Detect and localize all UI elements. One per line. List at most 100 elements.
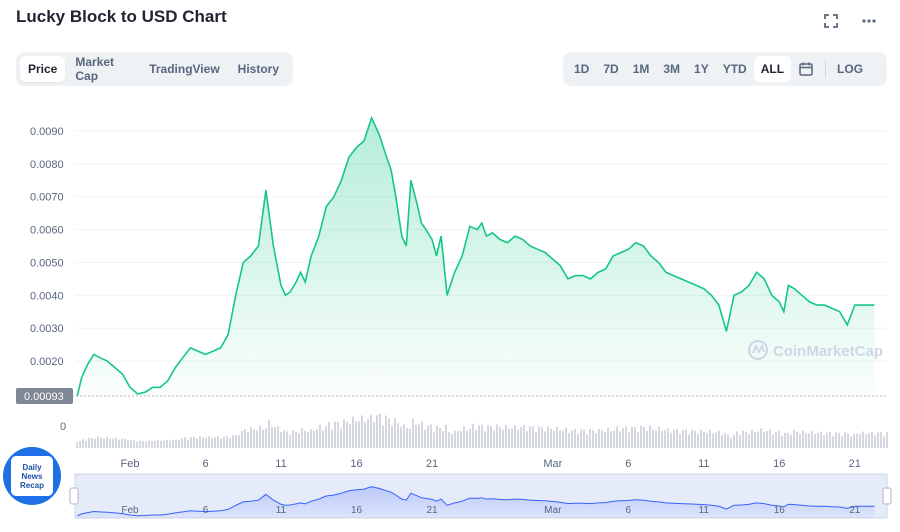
volume-bar — [865, 434, 867, 448]
y-tick-label: 0.0030 — [30, 323, 64, 335]
volume-bar — [853, 433, 855, 448]
volume-bar — [397, 423, 399, 448]
tab-history[interactable]: History — [237, 62, 279, 76]
volume-bar — [619, 431, 621, 448]
volume-bar — [172, 439, 174, 448]
range-1d[interactable]: 1D — [574, 62, 590, 76]
volume-bar — [124, 438, 126, 448]
volume-bar — [595, 433, 597, 448]
volume-bar — [868, 433, 870, 448]
volume-bar — [682, 429, 684, 448]
volume-bar — [790, 434, 792, 448]
log-scale-toggle[interactable]: LOG — [837, 62, 864, 76]
volume-bar — [451, 433, 453, 448]
volume-bar — [883, 436, 885, 448]
range-7d[interactable]: 7D — [603, 62, 619, 76]
volume-bar — [766, 431, 768, 448]
navigator[interactable]: Feb 6 11 16 21 Mar 6 11 16 21 — [69, 473, 892, 519]
more-horizontal-icon[interactable] — [860, 12, 878, 30]
volume-bar — [208, 436, 210, 448]
volume-bar — [616, 426, 618, 448]
fullscreen-icon[interactable] — [822, 12, 840, 30]
navigator-right-handle[interactable] — [882, 487, 892, 505]
volume-bar — [538, 426, 540, 448]
tab-market-cap[interactable]: Market Cap — [75, 55, 115, 83]
volume-bar — [556, 426, 558, 448]
volume-bar — [571, 430, 573, 448]
volume-bar — [511, 428, 513, 448]
volume-bar — [730, 437, 732, 448]
volume-bar — [817, 433, 819, 448]
volume-bar — [190, 437, 192, 448]
volume-bar — [886, 432, 888, 448]
volume-bar — [526, 431, 528, 448]
volume-bar — [169, 440, 171, 448]
daily-news-recap-badge[interactable]: Daily News Recap — [3, 447, 61, 505]
x-tick-label: 16 — [350, 458, 362, 470]
volume-bar — [289, 435, 291, 448]
volume-bar — [634, 426, 636, 448]
volume-bar — [301, 428, 303, 448]
current-price-tag — [16, 388, 73, 404]
volume-bar — [505, 424, 507, 448]
volume-bar — [262, 429, 264, 448]
volume-bar — [268, 419, 270, 448]
volume-bar — [295, 431, 297, 448]
calendar-icon[interactable] — [791, 56, 821, 82]
volume-bar — [226, 436, 228, 448]
tab-tradingview[interactable]: TradingView — [149, 62, 220, 76]
navigator-left-handle[interactable] — [69, 487, 79, 505]
volume-bar — [142, 440, 144, 448]
y-tick-label: 0.0050 — [30, 257, 64, 269]
volume-bar — [622, 428, 624, 448]
volume-bar — [193, 436, 195, 448]
tab-price[interactable]: Price — [20, 56, 66, 82]
volume-bar — [502, 429, 504, 448]
range-1m[interactable]: 1M — [632, 62, 650, 76]
range-divider — [825, 60, 827, 78]
volume-bar — [832, 436, 834, 448]
volume-bar — [430, 424, 432, 448]
volume-bar — [703, 431, 705, 448]
volume-bar — [205, 437, 207, 448]
volume-bar — [850, 436, 852, 448]
range-3m[interactable]: 3M — [663, 62, 681, 76]
volume-bar — [568, 432, 570, 448]
volume-bar — [757, 431, 759, 448]
range-all[interactable]: ALL — [753, 56, 792, 82]
volume-bar — [427, 425, 429, 448]
range-1y[interactable]: 1Y — [694, 62, 709, 76]
navigator-tick-label: 21 — [426, 505, 438, 516]
volume-bar — [460, 431, 462, 448]
y-tick-label: 0.0080 — [30, 159, 64, 171]
volume-bar — [232, 435, 234, 448]
volume-bar — [457, 431, 459, 448]
volume-bar — [631, 426, 633, 448]
badge-line-3: Recap — [19, 480, 44, 490]
volume-bar — [844, 432, 846, 448]
volume-bar — [196, 438, 198, 448]
volume-bar — [436, 425, 438, 448]
volume-bar — [763, 431, 765, 448]
volume-bar — [796, 431, 798, 448]
volume-bar — [760, 428, 762, 448]
volume-bar — [325, 426, 327, 448]
x-tick-label: 6 — [625, 458, 631, 470]
volume-bar — [529, 426, 531, 448]
volume-bar — [370, 415, 372, 448]
volume-bar — [211, 438, 213, 448]
volume-bar — [517, 429, 519, 448]
volume-bar — [655, 430, 657, 448]
volume-bar — [166, 439, 168, 448]
volume-bar — [448, 432, 450, 448]
volume-bar — [799, 433, 801, 448]
volume-bar — [607, 427, 609, 448]
price-area — [77, 117, 875, 397]
range-ytd[interactable]: YTD — [722, 62, 747, 76]
volume-bar — [265, 428, 267, 448]
volume-bar — [544, 431, 546, 448]
volume-bar — [802, 430, 804, 448]
volume-bar — [121, 438, 123, 448]
volume-bar — [814, 434, 816, 448]
volume-bar — [151, 440, 153, 448]
